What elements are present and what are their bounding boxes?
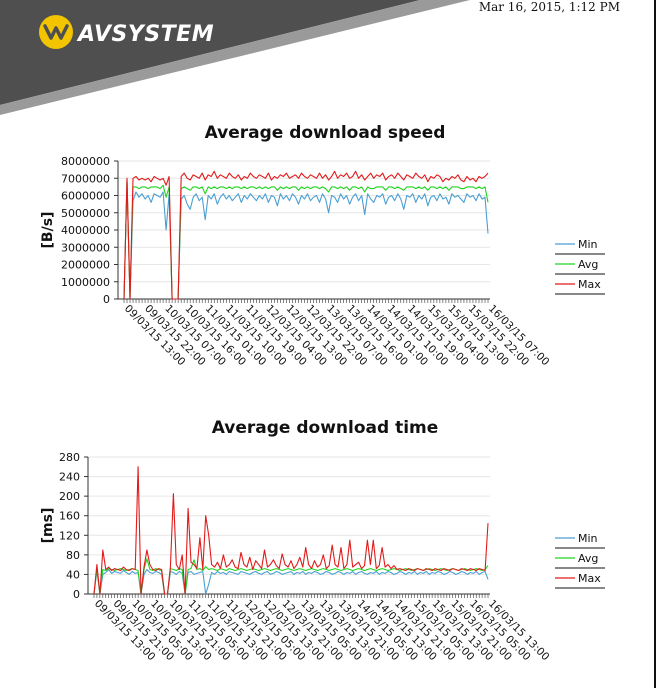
y-tick-label: 8000000 [61,155,110,168]
legend-label: Avg [578,258,598,271]
chart-title: Average download speed [205,123,446,143]
avsystem-logo-icon [39,15,73,49]
series-line-avg [93,558,489,595]
series-line-max [123,170,489,300]
y-axis-label: [B/s] [40,212,56,249]
download-speed-chart-svg: Average download speed [B/s] 8000000 700000… [40,123,605,368]
y-tick-label: 40 [66,568,80,581]
y-tick-label: 120 [59,529,80,542]
download-speed-chart: Average download speed [B/s] 8000000 700000… [0,118,656,400]
banner-light-shape [0,0,470,115]
legend-label: Max [578,572,601,585]
brand-name: AVSYSTEM [78,22,215,47]
y-tick-label: 4000000 [61,224,110,237]
header-banner [0,0,470,115]
y-tick-label: 3000000 [61,241,110,254]
y-tick-label: 7000000 [61,172,110,185]
download-time-chart-svg: Average download time [ms] 280 240 200 160 120… [40,418,605,663]
download-time-chart: Average download time [ms] 280 240 200 160 120… [0,410,656,688]
y-tick-label: 5000000 [61,207,110,220]
y-tick-label: 1000000 [61,276,110,289]
y-tick-label: 240 [59,471,80,484]
y-tick-label: 80 [66,549,80,562]
series-line-min [93,568,489,595]
y-tick-label: 0 [73,588,80,601]
y-tick-label: 6000000 [61,190,110,203]
page-edge-divider [654,0,656,688]
y-tick-label: 280 [59,451,80,464]
series-line-avg [123,179,489,300]
report-date: Mar 16, 2015, 1:12 PM [478,0,620,14]
series-line-max [93,466,489,595]
legend-label: Min [578,532,598,545]
y-tick-label: 200 [59,490,80,503]
chart-title: Average download time [212,418,439,438]
series-line-min [123,181,489,300]
legend-label: Max [578,278,601,291]
y-tick-label: 0 [103,293,110,306]
legend-label: Min [578,238,598,251]
legend-label: Avg [578,552,598,565]
y-tick-label: 160 [59,510,80,523]
y-axis-label: [ms] [40,508,56,544]
y-tick-label: 2000000 [61,259,110,272]
